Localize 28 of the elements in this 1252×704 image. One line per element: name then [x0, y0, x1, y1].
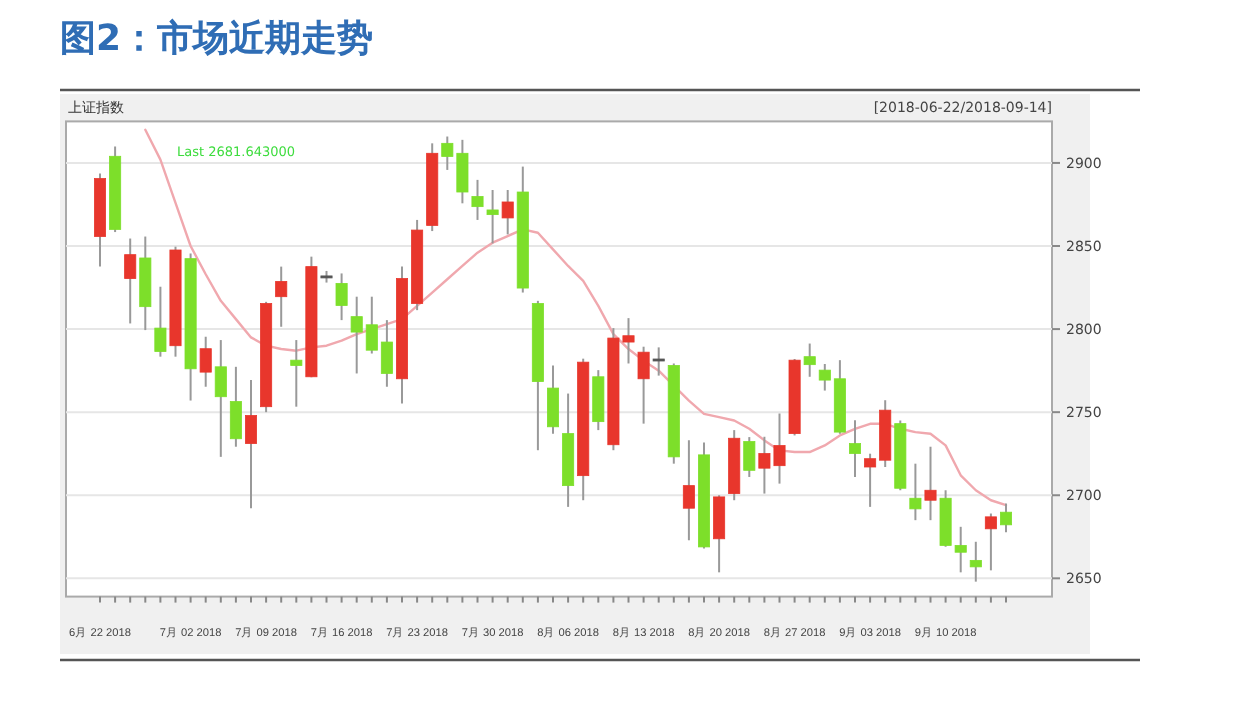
candlestick: [547, 364, 559, 435]
candlestick: [803, 342, 816, 378]
candlestick: [471, 178, 484, 221]
candlestick: [275, 265, 288, 328]
candlestick: [199, 335, 212, 388]
candlestick: [486, 189, 499, 245]
candlestick: [501, 189, 514, 236]
candlestick: [909, 462, 922, 522]
candlestick: [1000, 502, 1012, 534]
candlestick: [229, 365, 242, 448]
candlestick: [713, 494, 726, 574]
candlestick: [335, 272, 348, 322]
candlestick: [290, 339, 303, 408]
candlestick: [154, 285, 167, 358]
candlestick: [984, 512, 997, 572]
candlestick: [682, 439, 695, 542]
chart-title: 图2：市场近期走势: [60, 18, 374, 60]
line-series: [144, 128, 1008, 507]
candlestick: [743, 436, 756, 478]
candlestick: [924, 445, 937, 522]
candlestick: [637, 345, 650, 425]
candlestick: [214, 339, 227, 458]
candlestick: [652, 346, 665, 377]
candlestick: [592, 369, 605, 432]
candlestick: [849, 419, 861, 478]
candlestick: [124, 237, 137, 325]
candlestick: [245, 379, 257, 510]
candlestick: [969, 540, 982, 583]
